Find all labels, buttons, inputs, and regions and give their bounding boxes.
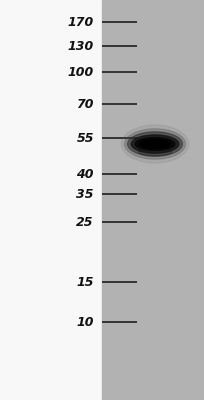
Bar	[102, 0, 204, 400]
Text: 15: 15	[76, 276, 94, 288]
Ellipse shape	[135, 138, 175, 150]
Text: 10: 10	[76, 316, 94, 328]
Ellipse shape	[138, 147, 172, 156]
Text: 55: 55	[76, 132, 94, 144]
Text: 25: 25	[76, 216, 94, 228]
Text: 170: 170	[68, 16, 94, 28]
Text: 70: 70	[76, 98, 94, 110]
Text: 35: 35	[76, 188, 94, 200]
Text: 130: 130	[68, 40, 94, 52]
Ellipse shape	[131, 135, 179, 153]
Ellipse shape	[140, 140, 170, 148]
Text: 100: 100	[68, 66, 94, 78]
Ellipse shape	[121, 125, 189, 163]
Bar	[0, 0, 102, 400]
Ellipse shape	[128, 132, 183, 156]
Text: 40: 40	[76, 168, 94, 180]
Ellipse shape	[124, 129, 186, 159]
